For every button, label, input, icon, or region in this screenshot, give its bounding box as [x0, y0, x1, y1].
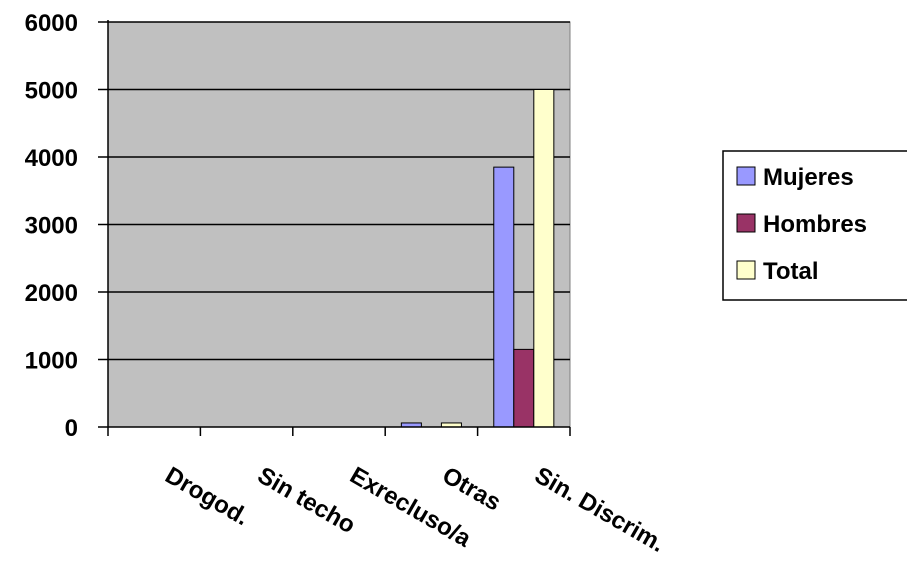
legend-label-hombres: Hombres — [763, 211, 867, 238]
y-tick-label: 0 — [65, 415, 78, 442]
x-category-label: Drogod. — [160, 462, 253, 531]
legend-swatch-mujeres — [736, 166, 756, 186]
y-tick-label: 2000 — [25, 280, 78, 307]
bar-hombres-5 — [513, 348, 535, 428]
legend: Mujeres Hombres Total — [722, 150, 907, 301]
y-tick-label: 4000 — [25, 145, 78, 172]
y-tick-label: 3000 — [25, 213, 78, 240]
gridlines — [108, 21, 570, 361]
bar-total-5 — [533, 89, 555, 428]
y-tick-label: 6000 — [25, 10, 78, 37]
legend-label-mujeres: Mujeres — [763, 164, 854, 191]
bars — [400, 89, 555, 428]
x-category-label: Sin techo — [253, 462, 360, 539]
legend-swatch-total — [736, 260, 756, 280]
y-tick-labels: 0 1000 2000 3000 4000 5000 6000 — [25, 10, 78, 442]
legend-label-total: Total — [763, 258, 819, 285]
bar-mujeres-5 — [493, 166, 515, 428]
y-tick-label: 1000 — [25, 348, 78, 375]
y-tick-label: 5000 — [25, 78, 78, 105]
x-category-label: Sin. Discrim. — [530, 462, 669, 558]
axes — [98, 20, 571, 436]
x-category-label: Otras — [438, 462, 506, 517]
legend-swatch-hombres — [736, 213, 756, 233]
